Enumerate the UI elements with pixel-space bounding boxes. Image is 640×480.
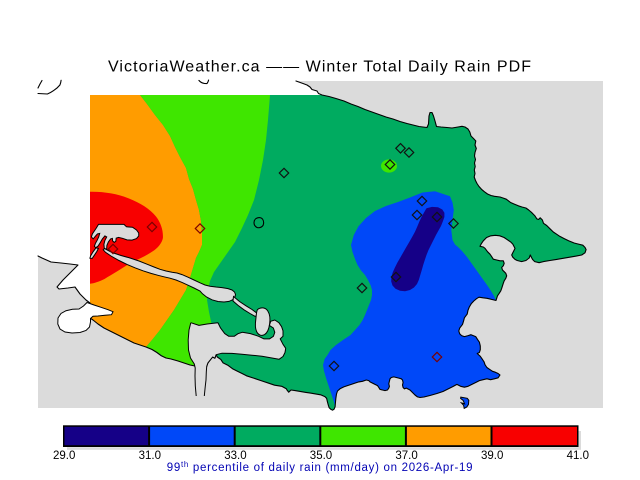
svg-text:VictoriaWeather.ca —— Winter T: VictoriaWeather.ca —— Winter Total Daily… [108, 59, 532, 76]
svg-text:35.0: 35.0 [310, 450, 332, 462]
svg-text:33.0: 33.0 [224, 450, 246, 462]
svg-text:31.0: 31.0 [139, 450, 161, 462]
svg-text:29.0: 29.0 [53, 450, 75, 462]
svg-text:99th percentile of daily rain: 99th percentile of daily rain (mm/day) o… [167, 460, 474, 474]
svg-text:39.0: 39.0 [481, 450, 503, 462]
svg-text:41.0: 41.0 [567, 450, 589, 462]
svg-text:37.0: 37.0 [395, 450, 417, 462]
